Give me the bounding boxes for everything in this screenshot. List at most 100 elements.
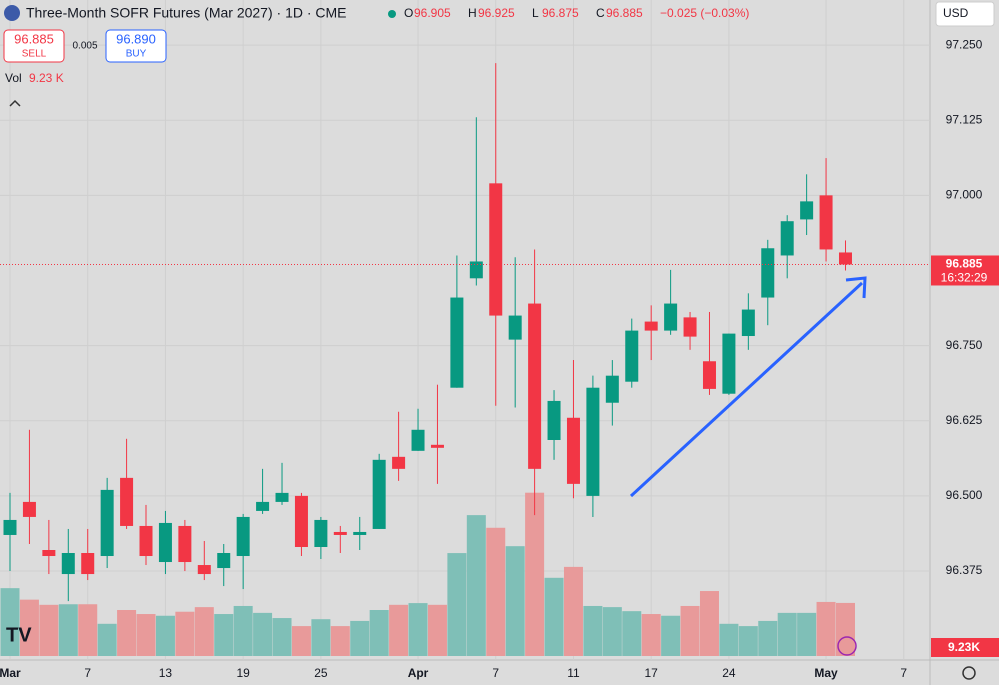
buy-price[interactable]: 96.890 <box>116 31 156 46</box>
candle-body <box>722 333 736 394</box>
volume-bar <box>427 604 447 656</box>
candle-body <box>683 317 697 337</box>
currency-button[interactable] <box>935 1 995 27</box>
candle-body <box>333 531 347 535</box>
logo: TV <box>6 624 32 646</box>
currency[interactable]: USD <box>943 6 969 20</box>
candle-body <box>236 516 250 557</box>
volume-bar <box>466 515 486 656</box>
volume-bar <box>389 604 409 656</box>
candle-body <box>625 330 639 382</box>
volume-bar <box>738 626 758 656</box>
candle-body <box>256 501 270 511</box>
ohlc-key: L <box>532 6 539 20</box>
volume-bar <box>777 612 797 656</box>
candle-body <box>22 501 36 517</box>
volume-bar <box>505 546 525 656</box>
candle-body <box>217 553 231 569</box>
ohlc-legend: O 96.905 H 96.925 L 96.875 C 96.885 <box>404 6 643 20</box>
candle-body <box>741 309 755 337</box>
buy-button[interactable] <box>105 29 167 63</box>
last-price-tag <box>931 255 999 286</box>
candle-body <box>489 183 503 316</box>
volume-bar <box>58 604 78 656</box>
candle-body <box>81 553 95 575</box>
candle-body <box>314 519 328 547</box>
buy-label[interactable]: BUY <box>126 49 147 60</box>
y-tick-label: 97.250 <box>946 37 983 51</box>
y-tick-label: 96.625 <box>946 413 983 427</box>
volume-bar <box>816 601 836 656</box>
volume-bar <box>758 620 778 656</box>
sell-label[interactable]: SELL <box>22 49 47 60</box>
volume-bar <box>311 619 331 656</box>
candle-body <box>528 303 542 469</box>
ohlc-key: H <box>468 6 477 20</box>
settings-icon[interactable] <box>962 666 976 680</box>
candle-body <box>508 315 522 340</box>
arrow-line <box>629 281 864 498</box>
volume-bar <box>525 492 545 656</box>
volume-bar <box>486 527 506 656</box>
volume-bar <box>78 604 98 656</box>
candle-body <box>586 387 600 496</box>
candle-body <box>3 519 17 535</box>
x-tick-label: 24 <box>722 666 736 680</box>
volume-bar <box>194 607 214 656</box>
status-dot <box>388 10 396 18</box>
x-tick-label: 13 <box>159 666 173 680</box>
y-tick-label: 97.000 <box>946 188 983 202</box>
candle-body <box>392 456 406 469</box>
volume-bar <box>544 577 564 656</box>
candle-body <box>61 553 75 575</box>
x-tick-label: Mar <box>0 666 21 680</box>
volume-bar <box>835 602 855 656</box>
candle-body <box>197 565 211 575</box>
candle-body <box>547 400 561 440</box>
candle-body <box>120 477 134 526</box>
volume-bar <box>175 611 195 656</box>
volume-bar <box>622 611 642 656</box>
volume-tag <box>931 638 999 657</box>
volume-bar <box>0 588 20 656</box>
y-tick-label: 97.125 <box>946 112 983 126</box>
x-tick-label: 11 <box>567 666 580 680</box>
volume-bar <box>719 623 739 656</box>
volume-bar <box>350 620 370 656</box>
volume-bar <box>253 612 273 656</box>
ohlc-value: 96.875 <box>542 6 579 20</box>
y-tick-label: 96.750 <box>946 338 983 352</box>
candle-body <box>139 525 153 557</box>
sell-price[interactable]: 96.885 <box>14 31 54 46</box>
vol-label: Vol <box>5 71 22 85</box>
arrow-head <box>845 276 867 299</box>
flash-icon[interactable] <box>837 636 857 656</box>
collapse-icon[interactable] <box>9 99 21 107</box>
ohlc-key: C <box>596 6 605 20</box>
volume-bar <box>641 614 661 656</box>
candle-body <box>430 444 444 448</box>
ohlc-value: 96.905 <box>414 6 451 20</box>
candle-body <box>100 489 114 557</box>
candle-body <box>294 495 308 547</box>
x-tick-label: May <box>814 666 838 680</box>
volume-last: 9.23K <box>948 640 980 654</box>
candle-body <box>566 417 580 484</box>
sell-button[interactable] <box>3 29 65 63</box>
volume-bar <box>214 614 234 656</box>
x-tick-label: 7 <box>900 666 907 680</box>
x-tick-label: Apr <box>408 666 429 680</box>
volume-bar <box>39 604 59 656</box>
volume-bar <box>233 605 253 656</box>
countdown: 16:32:29 <box>941 271 988 285</box>
candle-body <box>353 531 367 535</box>
candle-body <box>702 361 716 389</box>
flag-icon <box>4 5 20 21</box>
volume-bar <box>602 607 622 656</box>
volume-bar <box>699 591 719 656</box>
candle-body <box>644 321 658 331</box>
candle-body <box>838 252 852 265</box>
volume-bar <box>117 610 137 656</box>
volume-bar <box>583 605 603 656</box>
